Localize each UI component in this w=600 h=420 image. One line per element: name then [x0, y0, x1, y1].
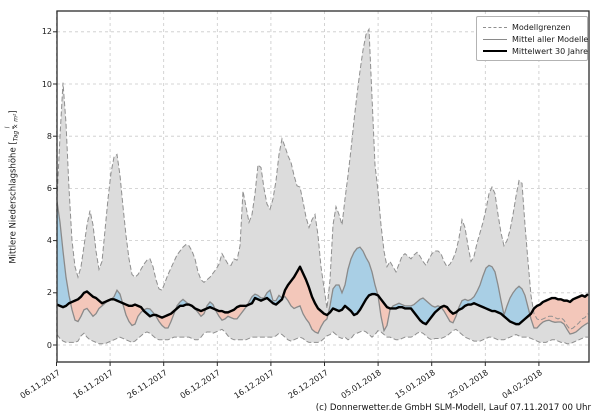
mean-30y-line	[57, 265, 589, 326]
y-tick-label-0: 0	[46, 340, 52, 350]
legend-box: Modellgrenzen Mittel aller Modelle Mittelw…	[476, 16, 588, 61]
y-axis-label-prefix: Mittlere Niederschlagshöhe [	[8, 141, 19, 264]
y-tick-label-2: 2	[46, 288, 52, 298]
legend-line-sample-icon	[483, 38, 507, 40]
legend-label: Mittelwert 30 Jahre	[512, 46, 589, 56]
y-tick-label-10: 10	[41, 79, 52, 89]
y-axis-label-suffix: ]	[8, 110, 19, 114]
model-range-band	[57, 29, 588, 344]
model-max-line	[57, 27, 589, 330]
y-tick-label-12: 12	[41, 27, 52, 37]
legend-line-sample-icon	[483, 50, 507, 52]
y-axis-unit-fraction: l Tag × m²	[5, 113, 21, 142]
axis-ticks	[53, 31, 540, 366]
legend-label: Mittel aller Modelle	[512, 34, 589, 44]
y-tick-label-4: 4	[46, 236, 52, 246]
y-axis-label: Mittlere Niederschlagshöhe [l Tag × m²]	[5, 27, 21, 347]
plot-layers	[57, 27, 589, 345]
y-axis-unit-denominator: Tag × m²	[12, 113, 20, 142]
legend-item-mittelwert-30-jahre: Mittelwert 30 Jahre	[483, 45, 588, 57]
legend-item-mittel-aller-modelle: Mittel aller Modelle	[483, 33, 588, 45]
model-mean-line	[57, 201, 589, 335]
copyright-caption: (c) Donnerwetter.de GmbH SLM-Modell, Lau…	[315, 403, 591, 413]
model-min-line	[57, 328, 588, 345]
legend-line-sample-icon	[483, 26, 507, 28]
plot-border	[56, 10, 590, 363]
legend-label: Modellgrenzen	[512, 22, 571, 32]
legend-item-modellgrenzen: Modellgrenzen	[483, 21, 581, 33]
y-tick-label-8: 8	[46, 131, 52, 141]
y-tick-label-6: 6	[46, 183, 52, 193]
